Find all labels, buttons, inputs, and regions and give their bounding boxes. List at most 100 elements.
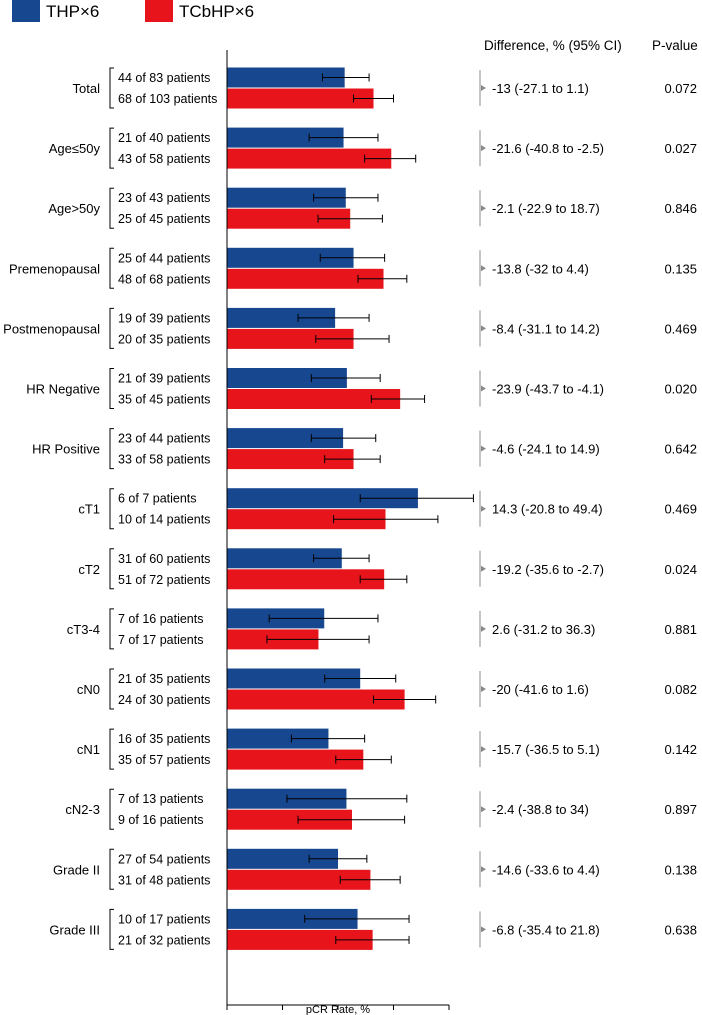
bar-count-label: 21 of 39 patients xyxy=(118,372,210,386)
group-bracket xyxy=(109,848,114,890)
difference-pointer xyxy=(481,265,486,272)
bar-tcbhp xyxy=(227,569,385,590)
difference-pointer xyxy=(481,926,486,933)
group-label: Postmenopausal xyxy=(3,321,100,336)
group-bracket xyxy=(109,908,114,950)
bar-thp xyxy=(227,668,361,689)
group-bracket xyxy=(109,127,114,169)
group-label: HR Positive xyxy=(32,442,100,457)
bar-count-label: 20 of 35 patients xyxy=(118,332,210,346)
bar-count-label: 10 of 14 patients xyxy=(118,513,210,527)
bar-tcbhp xyxy=(227,148,392,169)
difference-value: -13.8 (-32 to 4.4) xyxy=(492,261,589,276)
legend-swatch-1 xyxy=(12,0,40,22)
pvalue-value: 0.142 xyxy=(664,742,697,757)
difference-value: -20 (-41.6 to 1.6) xyxy=(492,682,589,697)
legend-swatch-2 xyxy=(145,0,173,22)
pvalue-value: 0.082 xyxy=(664,682,697,697)
bar-thp xyxy=(227,428,344,449)
bar-count-label: 21 of 32 patients xyxy=(118,933,210,947)
pvalue-value: 0.135 xyxy=(664,261,697,276)
bar-count-label: 51 of 72 patients xyxy=(118,573,210,587)
difference-pointer xyxy=(481,686,486,692)
bar-count-label: 23 of 43 patients xyxy=(118,191,210,205)
pvalue-value: 0.846 xyxy=(664,201,697,216)
pvalue-value: 0.469 xyxy=(664,502,697,517)
bar-tcbhp xyxy=(227,449,354,470)
pvalue-value: 0.072 xyxy=(664,81,697,96)
difference-value: -8.4 (-31.1 to 14.2) xyxy=(492,321,600,336)
bar-thp xyxy=(227,848,338,869)
bar-tcbhp xyxy=(227,268,384,289)
difference-pointer xyxy=(481,746,486,753)
bar-count-label: 21 of 40 patients xyxy=(118,131,210,145)
bar-count-label: 31 of 60 patients xyxy=(118,552,210,566)
bar-count-label: 31 of 48 patients xyxy=(118,873,210,887)
pvalue-value: 0.897 xyxy=(664,802,697,817)
group-bracket xyxy=(109,728,114,770)
bar-thp xyxy=(227,307,336,328)
bar-count-label: 7 of 13 patients xyxy=(118,792,203,806)
group-bracket xyxy=(109,307,114,349)
bar-count-label: 10 of 17 patients xyxy=(118,912,210,926)
group-label: cN0 xyxy=(77,682,100,697)
difference-pointer xyxy=(481,445,486,452)
bar-count-label: 21 of 35 patients xyxy=(118,672,210,686)
group-label: cT1 xyxy=(78,502,100,517)
bar-count-label: 24 of 30 patients xyxy=(118,693,210,707)
difference-value: -21.6 (-40.8 to -2.5) xyxy=(492,141,604,156)
difference-pointer xyxy=(481,565,486,572)
group-bracket xyxy=(109,247,114,289)
difference-pointer xyxy=(481,145,486,152)
bar-count-label: 25 of 44 patients xyxy=(118,251,210,265)
difference-value: -19.2 (-35.6 to -2.7) xyxy=(492,562,604,577)
group-label: cT3-4 xyxy=(67,622,100,637)
difference-pointer xyxy=(481,806,486,813)
bar-tcbhp xyxy=(227,208,351,229)
bar-count-label: 16 of 35 patients xyxy=(118,732,210,746)
bar-count-label: 35 of 57 patients xyxy=(118,753,210,767)
group-bracket xyxy=(109,668,114,710)
bar-count-label: 68 of 103 patients xyxy=(118,92,217,106)
difference-value: -14.6 (-33.6 to 4.4) xyxy=(492,862,600,877)
pvalue-value: 0.020 xyxy=(664,382,697,397)
bar-count-label: 6 of 7 patients xyxy=(118,492,197,506)
difference-pointer xyxy=(481,866,486,873)
group-label: Grade II xyxy=(53,862,100,877)
pvalue-value: 0.027 xyxy=(664,141,697,156)
bar-tcbhp xyxy=(227,88,374,109)
bar-count-label: 27 of 54 patients xyxy=(118,852,210,866)
bar-tcbhp xyxy=(227,929,373,950)
group-label: Grade III xyxy=(49,922,100,937)
bar-tcbhp xyxy=(227,689,405,710)
bar-tcbhp xyxy=(227,509,386,530)
bar-count-label: 7 of 17 patients xyxy=(118,633,203,647)
bar-count-label: 23 of 44 patients xyxy=(118,432,210,446)
pvalue-value: 0.024 xyxy=(664,562,697,577)
bar-count-label: 33 of 58 patients xyxy=(118,453,210,467)
bar-count-label: 9 of 16 patients xyxy=(118,813,203,827)
group-bracket xyxy=(109,788,114,830)
bar-thp xyxy=(227,247,354,268)
group-label: Premenopausal xyxy=(9,261,100,276)
bar-tcbhp xyxy=(227,869,371,890)
difference-value: -23.9 (-43.7 to -4.1) xyxy=(492,382,604,397)
bar-thp xyxy=(227,67,345,88)
bar-thp xyxy=(227,187,346,208)
group-label: Age≤50y xyxy=(49,141,101,156)
difference-value: -13 (-27.1 to 1.1) xyxy=(492,81,589,96)
group-bracket xyxy=(109,368,114,409)
bar-thp xyxy=(227,368,347,388)
group-bracket xyxy=(109,187,114,229)
difference-pointer xyxy=(481,625,486,632)
bar-thp xyxy=(227,728,329,749)
pvalue-value: 0.881 xyxy=(664,622,697,637)
difference-pointer xyxy=(481,205,486,212)
difference-pointer xyxy=(481,505,486,512)
difference-value: -2.1 (-22.9 to 18.7) xyxy=(492,201,600,216)
bar-count-label: 19 of 39 patients xyxy=(118,311,210,325)
group-label: Age>50y xyxy=(48,201,100,216)
difference-pointer xyxy=(481,385,486,392)
bar-thp xyxy=(227,908,358,929)
